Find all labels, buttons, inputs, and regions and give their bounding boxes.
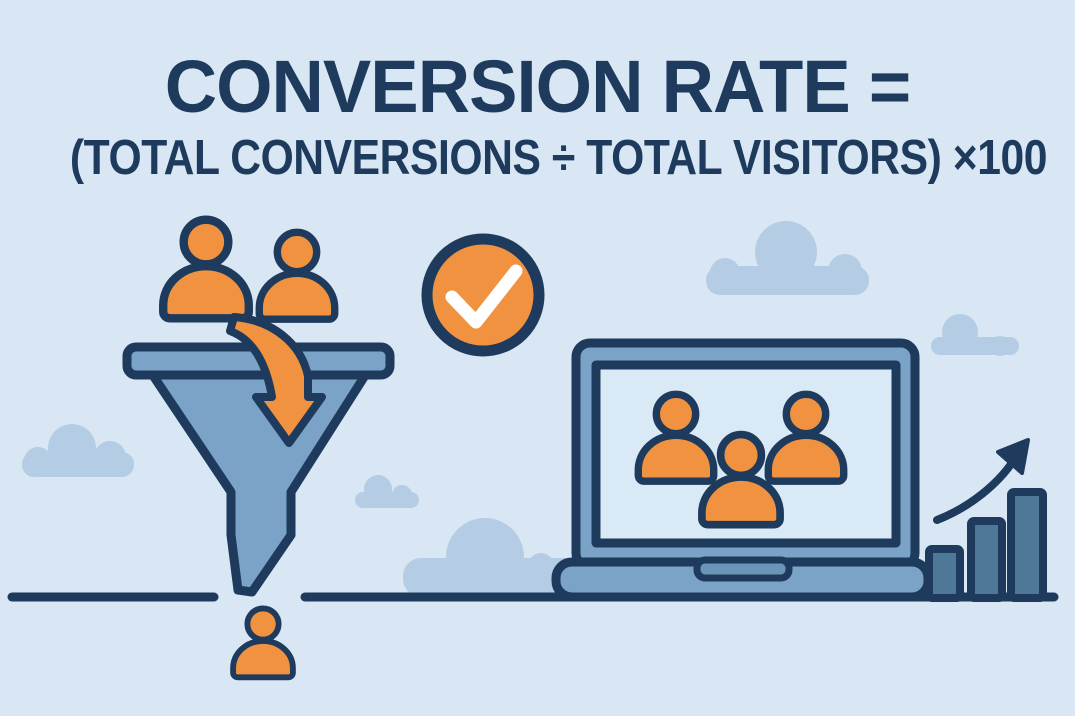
- cloud-icon: [931, 314, 1019, 356]
- checkmark-badge-icon: [421, 233, 545, 357]
- formula-title: CONVERSION RATE =: [164, 45, 912, 128]
- growth-bars-icon: [925, 488, 1047, 602]
- cloud-icon: [355, 475, 419, 508]
- formula-expression: (TOTAL CONVERSIONS ÷ TOTAL VISITORS) ×10…: [69, 131, 1048, 185]
- funnel-scene: [122, 220, 395, 678]
- curved-arrow-icon: [226, 313, 326, 447]
- laptop-notch: [693, 556, 793, 582]
- laptop-icon: [551, 338, 933, 602]
- growth-arrow-icon: [933, 438, 1030, 524]
- headline: CONVERSION RATE = (TOTAL CONVERSIONS ÷ T…: [0, 0, 1075, 183]
- cloud-icon: [706, 221, 869, 295]
- user-icon: [163, 220, 249, 319]
- converted-user-icon: [233, 608, 293, 677]
- funnel-icon: [147, 369, 371, 597]
- cloud-icon: [22, 424, 134, 477]
- user-icon: [259, 232, 334, 319]
- cloud-icon: [403, 518, 585, 597]
